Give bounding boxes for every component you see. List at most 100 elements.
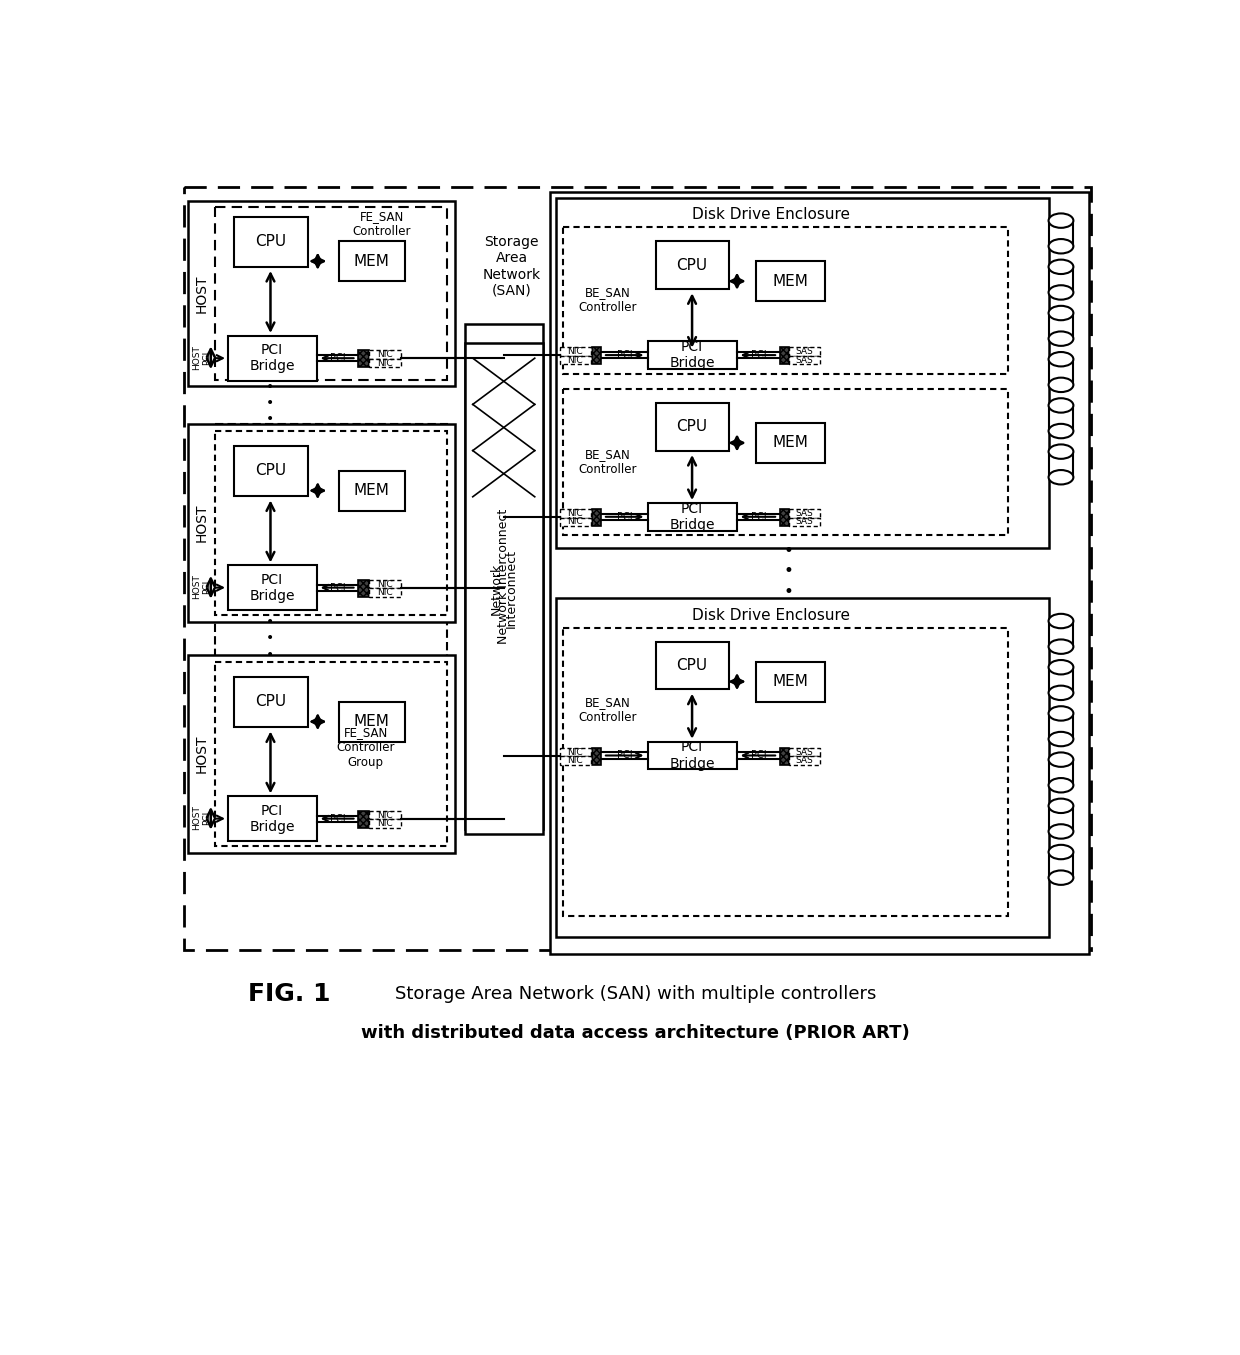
- Text: PCI: PCI: [750, 751, 766, 760]
- Bar: [593, 347, 601, 364]
- Text: HOST
PCI: HOST PCI: [192, 346, 211, 370]
- Text: CPU: CPU: [255, 694, 286, 709]
- Text: SAS: SAS: [796, 509, 813, 518]
- Bar: [789, 509, 820, 518]
- Text: CPU: CPU: [677, 659, 708, 673]
- Text: NIC: NIC: [377, 350, 393, 359]
- Bar: [1049, 359, 1074, 385]
- Ellipse shape: [1049, 732, 1074, 747]
- Bar: [1049, 267, 1074, 293]
- Bar: [559, 748, 590, 756]
- Text: PCI: PCI: [616, 350, 632, 360]
- Ellipse shape: [1049, 444, 1074, 459]
- Bar: [789, 356, 820, 364]
- Ellipse shape: [1049, 660, 1074, 675]
- Ellipse shape: [1049, 706, 1074, 721]
- Ellipse shape: [1049, 824, 1074, 839]
- Bar: [756, 423, 825, 463]
- Text: PCI
Bridge: PCI Bridge: [249, 573, 295, 603]
- Text: with distributed data access architecture (PRIOR ART): with distributed data access architectur…: [361, 1023, 910, 1042]
- Bar: [593, 509, 601, 526]
- Text: HOST: HOST: [195, 734, 208, 774]
- Bar: [789, 756, 820, 764]
- Ellipse shape: [1049, 614, 1074, 629]
- Ellipse shape: [1049, 424, 1074, 438]
- Text: BE_SAN
Controller: BE_SAN Controller: [578, 696, 637, 724]
- Bar: [756, 262, 825, 301]
- Bar: [789, 518, 820, 526]
- Text: PCI: PCI: [616, 751, 632, 760]
- Bar: [780, 347, 789, 364]
- Text: •
•
•: • • •: [267, 615, 274, 661]
- Bar: [559, 756, 590, 764]
- Bar: [370, 820, 402, 828]
- Bar: [557, 599, 1049, 938]
- Ellipse shape: [1049, 640, 1074, 654]
- Text: MEM: MEM: [773, 274, 808, 289]
- Text: FE_SAN
Controller
Group: FE_SAN Controller Group: [336, 726, 396, 770]
- Text: Network Interconnect: Network Interconnect: [497, 509, 510, 645]
- Bar: [187, 656, 455, 852]
- Text: BE_SAN
Controller: BE_SAN Controller: [578, 449, 637, 476]
- Text: NIC: NIC: [567, 756, 583, 766]
- Bar: [593, 748, 601, 764]
- Text: Disk Drive Enclosure: Disk Drive Enclosure: [692, 207, 851, 222]
- Bar: [559, 518, 590, 526]
- Text: CPU: CPU: [255, 233, 286, 248]
- Bar: [215, 424, 448, 771]
- Bar: [370, 359, 402, 367]
- Text: Network
Interconnect: Network Interconnect: [490, 549, 518, 627]
- Bar: [1049, 714, 1074, 738]
- Bar: [563, 389, 1008, 535]
- Ellipse shape: [1049, 798, 1074, 813]
- Bar: [370, 351, 402, 359]
- Bar: [370, 588, 402, 598]
- Text: NIC: NIC: [567, 518, 583, 526]
- Text: MEM: MEM: [353, 253, 389, 268]
- Text: SAS: SAS: [796, 518, 813, 526]
- Text: PCI: PCI: [330, 354, 345, 363]
- Text: HOST: HOST: [195, 504, 208, 542]
- Bar: [215, 431, 448, 615]
- Text: NIC: NIC: [567, 355, 583, 364]
- Bar: [780, 347, 789, 364]
- Bar: [358, 351, 370, 367]
- Bar: [234, 217, 308, 267]
- Bar: [228, 797, 317, 841]
- Text: Storage Area Network (SAN) with multiple controllers: Storage Area Network (SAN) with multiple…: [396, 985, 877, 1003]
- Bar: [339, 241, 404, 282]
- Bar: [551, 192, 1089, 954]
- Text: MEM: MEM: [773, 435, 808, 450]
- Text: PCI
Bridge: PCI Bridge: [249, 804, 295, 833]
- Text: HOST: HOST: [195, 274, 208, 313]
- Bar: [563, 627, 1008, 916]
- Bar: [185, 187, 1091, 950]
- Bar: [563, 228, 1008, 374]
- Ellipse shape: [1049, 686, 1074, 701]
- Ellipse shape: [1049, 214, 1074, 228]
- Bar: [358, 580, 370, 598]
- Bar: [649, 341, 737, 369]
- Text: PCI
Bridge: PCI Bridge: [249, 343, 295, 373]
- Bar: [656, 402, 729, 451]
- Bar: [789, 347, 820, 356]
- Bar: [559, 356, 590, 364]
- Ellipse shape: [1049, 844, 1074, 859]
- Bar: [358, 580, 370, 598]
- Ellipse shape: [1049, 306, 1074, 320]
- Bar: [1049, 806, 1074, 832]
- Bar: [370, 580, 402, 588]
- Bar: [656, 241, 729, 289]
- Bar: [780, 748, 789, 764]
- Ellipse shape: [1049, 260, 1074, 274]
- Bar: [557, 198, 1049, 549]
- Bar: [1049, 405, 1074, 431]
- Bar: [780, 509, 789, 526]
- Text: PCI: PCI: [750, 350, 766, 360]
- Text: SAS: SAS: [796, 756, 813, 766]
- Bar: [465, 324, 543, 829]
- Text: NIC: NIC: [377, 810, 393, 820]
- Bar: [593, 509, 601, 526]
- Bar: [756, 661, 825, 702]
- Bar: [1049, 621, 1074, 646]
